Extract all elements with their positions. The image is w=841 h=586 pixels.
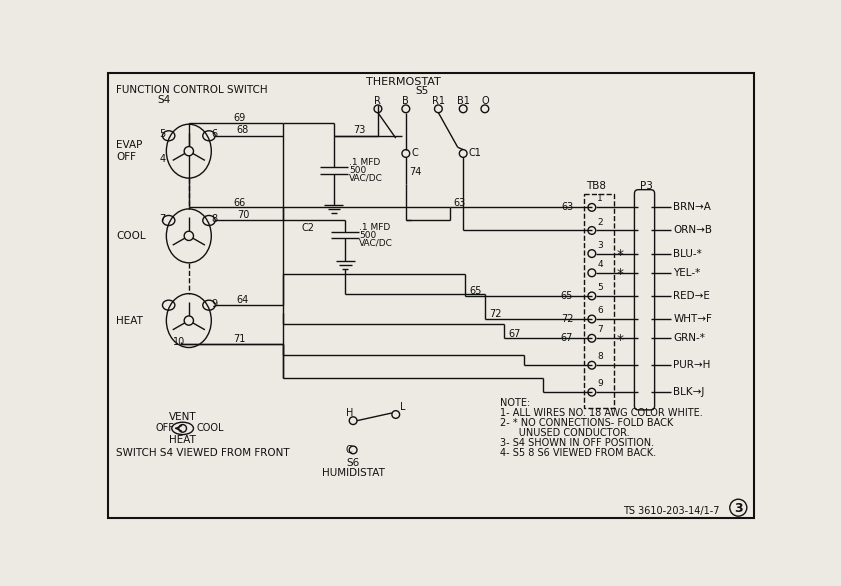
Text: 4- S5 8 S6 VIEWED FROM BACK.: 4- S5 8 S6 VIEWED FROM BACK.	[500, 448, 657, 458]
Text: 66: 66	[233, 197, 246, 208]
Text: VAC/DC: VAC/DC	[359, 239, 394, 247]
Text: C1: C1	[468, 148, 482, 158]
Text: 3: 3	[597, 241, 603, 250]
Circle shape	[184, 231, 193, 240]
Text: 67: 67	[561, 333, 574, 343]
Text: *: *	[616, 267, 624, 281]
Text: BLK→J: BLK→J	[673, 387, 705, 397]
Text: 4: 4	[597, 260, 603, 269]
Text: 1- ALL WIRES NO. 18 AWG COLOR WHITE.: 1- ALL WIRES NO. 18 AWG COLOR WHITE.	[500, 408, 703, 418]
Text: 1: 1	[597, 195, 603, 203]
Text: 5: 5	[597, 283, 603, 292]
Text: PUR→H: PUR→H	[673, 360, 711, 370]
Text: VENT: VENT	[169, 412, 197, 422]
Text: C2: C2	[301, 223, 315, 233]
Text: SWITCH S4 VIEWED FROM FRONT: SWITCH S4 VIEWED FROM FRONT	[116, 448, 289, 458]
Text: COOL: COOL	[197, 423, 224, 434]
Text: GRN-*: GRN-*	[673, 333, 705, 343]
Text: YEL-*: YEL-*	[673, 268, 701, 278]
Text: BRN→A: BRN→A	[673, 202, 711, 212]
Text: 64: 64	[237, 295, 249, 305]
Text: 7: 7	[597, 325, 603, 334]
Text: .1 MFD: .1 MFD	[349, 158, 380, 167]
Text: S4: S4	[158, 94, 171, 104]
Text: 9: 9	[597, 379, 603, 388]
Text: R: R	[374, 96, 381, 106]
Text: L: L	[399, 402, 405, 412]
Text: S5: S5	[415, 86, 428, 96]
Text: C: C	[346, 445, 352, 455]
Text: 6: 6	[211, 130, 218, 139]
Text: 65: 65	[561, 291, 574, 301]
Text: 5: 5	[160, 130, 166, 139]
Circle shape	[184, 146, 193, 156]
Text: .1 MFD: .1 MFD	[359, 223, 390, 232]
Text: 65: 65	[469, 287, 482, 297]
Text: 67: 67	[508, 329, 521, 339]
Text: B: B	[403, 96, 410, 106]
Text: 7: 7	[160, 214, 166, 224]
Text: 500: 500	[359, 231, 377, 240]
Text: 8: 8	[597, 352, 603, 361]
Text: P3: P3	[640, 181, 653, 191]
Text: 500: 500	[349, 166, 367, 175]
Text: R1: R1	[432, 96, 445, 106]
Text: 3- S4 SHOWN IN OFF POSITION.: 3- S4 SHOWN IN OFF POSITION.	[500, 438, 654, 448]
Text: OFF: OFF	[116, 152, 136, 162]
Text: TS 3610-203-14/1-7: TS 3610-203-14/1-7	[623, 506, 719, 516]
Text: WHT→F: WHT→F	[673, 314, 712, 324]
Text: 4: 4	[160, 154, 166, 164]
Text: C: C	[411, 148, 418, 158]
Text: 72: 72	[561, 314, 574, 324]
Text: COOL: COOL	[116, 231, 145, 241]
Circle shape	[184, 316, 193, 325]
Text: TB8: TB8	[585, 181, 606, 191]
Text: NOTE:: NOTE:	[500, 398, 531, 408]
Text: 2: 2	[597, 217, 603, 227]
Text: ORN→B: ORN→B	[673, 226, 712, 236]
Text: 10: 10	[173, 337, 186, 347]
Bar	[584, 193, 614, 408]
Text: *: *	[616, 333, 624, 347]
Text: HEAT: HEAT	[169, 435, 196, 445]
Text: FUNCTION CONTROL SWITCH: FUNCTION CONTROL SWITCH	[116, 84, 267, 94]
Text: BLU-*: BLU-*	[673, 248, 702, 258]
Text: 68: 68	[237, 125, 249, 135]
Text: *: *	[616, 248, 624, 262]
Text: H: H	[346, 408, 353, 418]
Text: O: O	[481, 96, 489, 106]
Text: 73: 73	[353, 125, 366, 135]
Text: THERMOSTAT: THERMOSTAT	[366, 77, 441, 87]
Text: 8: 8	[211, 214, 218, 224]
Text: B1: B1	[457, 96, 469, 106]
Text: OFF: OFF	[156, 423, 174, 434]
Circle shape	[179, 424, 187, 432]
Text: 9: 9	[211, 299, 218, 309]
Text: 2- * NO CONNECTIONS- FOLD BACK: 2- * NO CONNECTIONS- FOLD BACK	[500, 418, 674, 428]
Text: UNUSED CONDUCTOR.: UNUSED CONDUCTOR.	[500, 428, 630, 438]
Text: 63: 63	[561, 202, 574, 212]
Text: 70: 70	[237, 210, 249, 220]
Text: HEAT: HEAT	[116, 316, 143, 326]
Text: 69: 69	[233, 113, 246, 123]
Text: EVAP: EVAP	[116, 140, 142, 150]
Text: 72: 72	[489, 309, 501, 319]
Text: VAC/DC: VAC/DC	[349, 173, 383, 183]
Text: S6: S6	[346, 458, 360, 468]
Text: 6: 6	[597, 306, 603, 315]
Text: 71: 71	[233, 334, 246, 344]
Text: RED→E: RED→E	[673, 291, 710, 301]
Text: 74: 74	[409, 167, 421, 177]
Text: 3: 3	[734, 502, 743, 515]
Text: 63: 63	[454, 197, 466, 208]
Text: HUMIDISTAT: HUMIDISTAT	[322, 468, 384, 478]
